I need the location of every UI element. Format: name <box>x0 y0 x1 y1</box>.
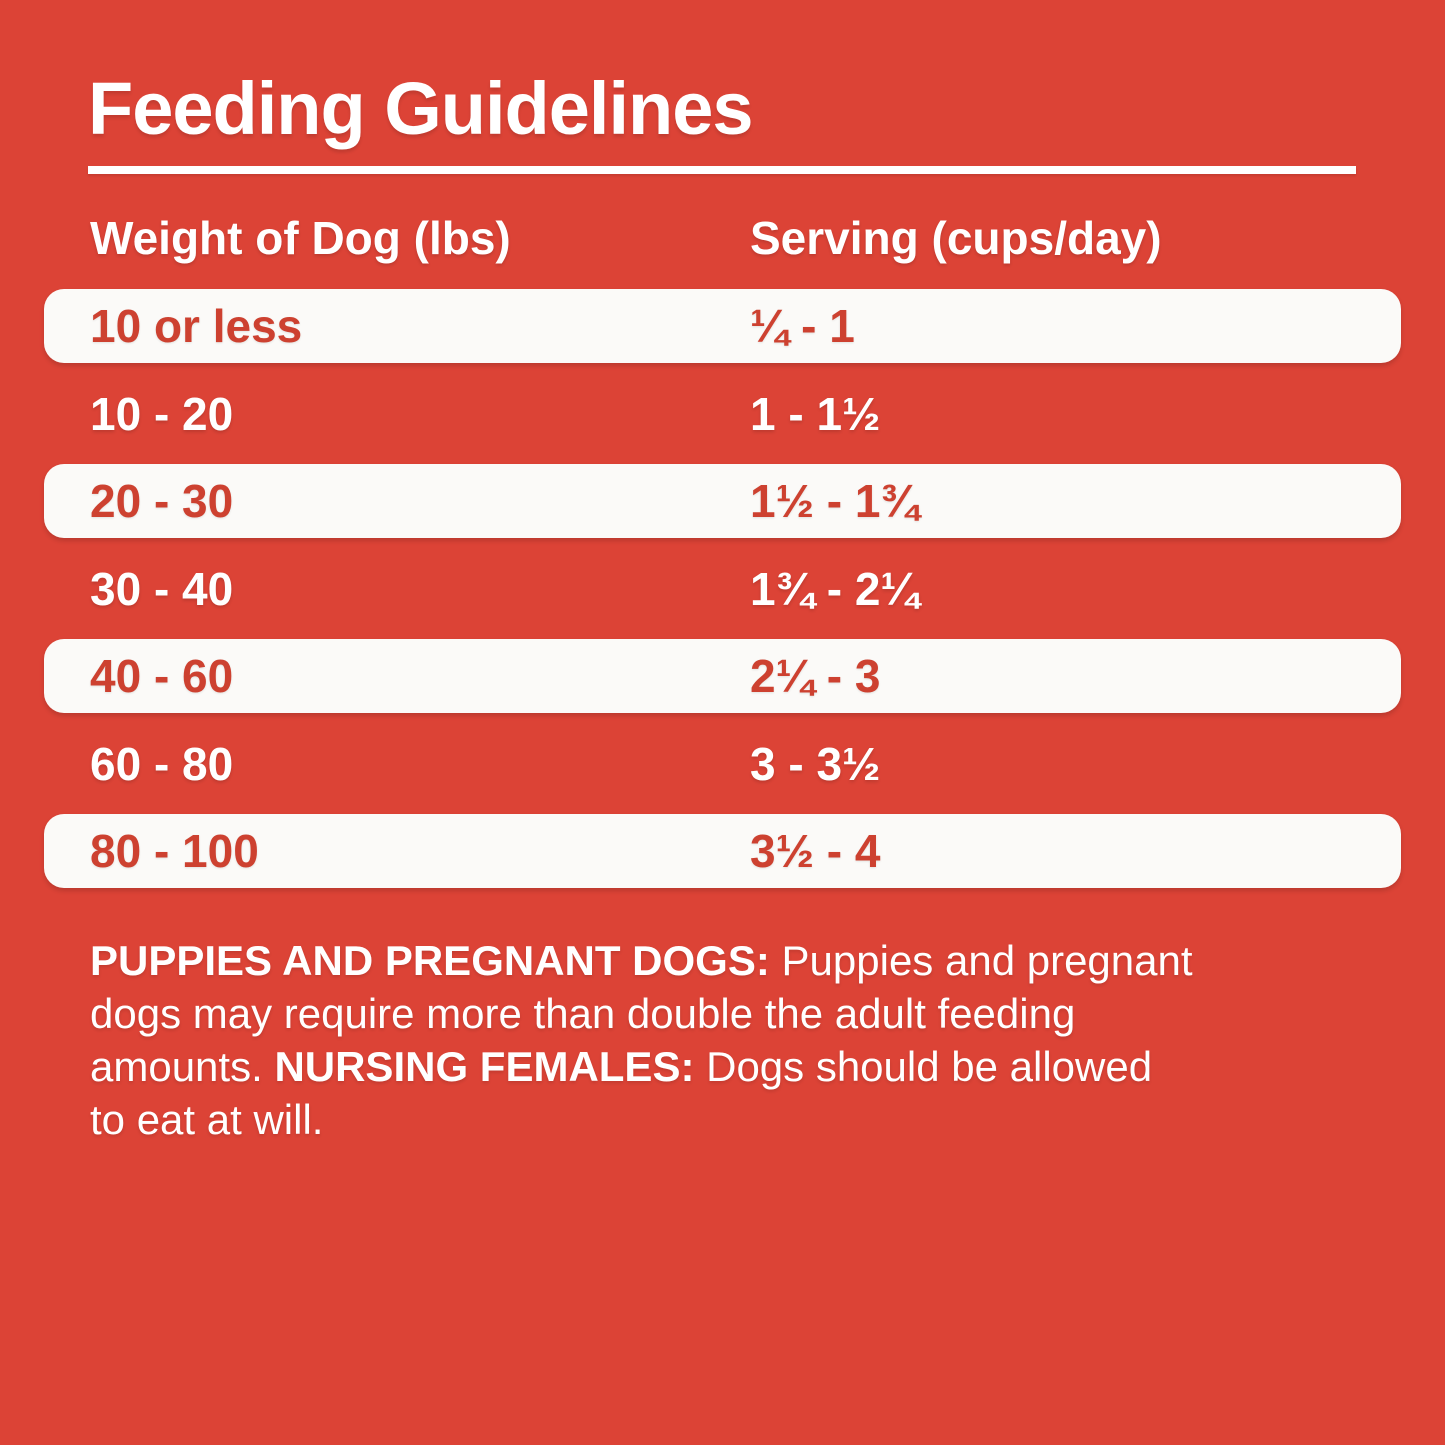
serving-cell: 1¾ - 2¼ <box>750 562 919 615</box>
table-row: 80 - 100 3½ - 4 <box>44 814 1401 888</box>
table-row: 40 - 60 2¼ - 3 <box>44 639 1401 713</box>
note-line: to eat at will. <box>90 1093 1193 1146</box>
serving-cell: 3 - 3½ <box>750 737 881 790</box>
weight-cell: 80 - 100 <box>90 825 259 877</box>
serving-cell: 2¼ - 3 <box>750 650 881 702</box>
note-text: amounts. <box>90 1043 275 1090</box>
serving-cell: 1½ - 1¾ <box>750 475 919 527</box>
title-underline <box>88 166 1356 174</box>
serving-cell: 1 - 1½ <box>750 387 881 440</box>
table-row: 20 - 30 1½ - 1¾ <box>44 464 1401 538</box>
serving-cell: ¼ - 1 <box>750 300 855 352</box>
note-text: to eat at will. <box>90 1096 324 1143</box>
table-row: 30 - 40 1¾ - 2¼ <box>44 552 1401 626</box>
weight-cell: 20 - 30 <box>90 475 234 527</box>
table-header-row: Weight of Dog (lbs) Serving (cups/day) <box>0 211 1445 271</box>
note-text: dogs may require more than double the ad… <box>90 990 1076 1037</box>
note-bold-label: NURSING FEMALES: <box>274 1043 707 1090</box>
page-title: Feeding Guidelines <box>88 67 754 150</box>
note-bold-label: PUPPIES AND PREGNANT DOGS: <box>90 937 782 984</box>
note-line: amounts. NURSING FEMALES: Dogs should be… <box>90 1040 1193 1093</box>
note-text: Puppies and pregnant <box>781 937 1193 984</box>
column-header-weight: Weight of Dog (lbs) <box>90 212 511 264</box>
table-row: 10 - 20 1 - 1½ <box>44 377 1401 451</box>
weight-cell: 40 - 60 <box>90 650 234 702</box>
feeding-table: 10 or less ¼ - 1 10 - 20 1 - 1½ 20 - 30 … <box>44 289 1401 902</box>
column-header-serving: Serving (cups/day) <box>750 212 1162 264</box>
serving-cell: 3½ - 4 <box>750 825 881 877</box>
feeding-note: PUPPIES AND PREGNANT DOGS: Puppies and p… <box>90 934 1193 1146</box>
weight-cell: 60 - 80 <box>90 737 234 790</box>
note-line: dogs may require more than double the ad… <box>90 987 1193 1040</box>
table-row: 10 or less ¼ - 1 <box>44 289 1401 363</box>
weight-cell: 30 - 40 <box>90 562 234 615</box>
table-row: 60 - 80 3 - 3½ <box>44 727 1401 801</box>
weight-cell: 10 or less <box>90 300 303 352</box>
note-text: Dogs should be allowed <box>706 1043 1153 1090</box>
weight-cell: 10 - 20 <box>90 387 234 440</box>
note-line: PUPPIES AND PREGNANT DOGS: Puppies and p… <box>90 934 1193 987</box>
